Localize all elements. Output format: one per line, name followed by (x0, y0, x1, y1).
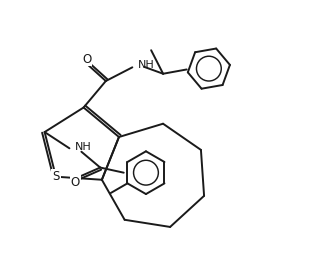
Text: S: S (52, 170, 60, 183)
Text: O: O (71, 176, 80, 189)
Text: NH: NH (137, 60, 154, 70)
Text: O: O (82, 53, 91, 66)
Text: NH: NH (75, 142, 91, 152)
